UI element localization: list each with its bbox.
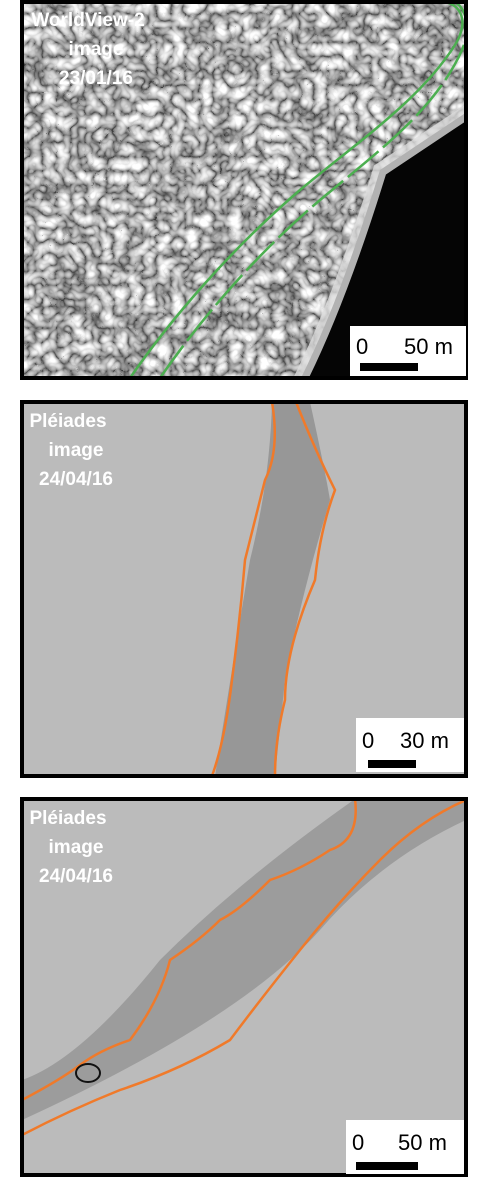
panel-label: 24/04/16 (39, 469, 113, 490)
scale-zero: 0 (356, 334, 368, 359)
scale-bar (360, 363, 418, 371)
scale-bar (356, 1162, 418, 1170)
figure: WorldView-2 image 23/01/16 0 50 m Pléiad… (0, 0, 480, 1177)
scale-zero: 0 (352, 1130, 364, 1155)
scale-length: 50 m (404, 334, 453, 359)
panel-label: WorldView-2 (31, 10, 144, 31)
panel-label: image (49, 837, 104, 858)
scale-length: 30 m (400, 728, 449, 753)
panel-label: Pléiades (29, 411, 106, 432)
panel-label: image (49, 440, 104, 461)
page: WorldView-2 image 23/01/16 0 50 m Pléiad… (0, 0, 480, 1177)
scale-zero: 0 (362, 728, 374, 753)
panel-label: Pléiades (29, 808, 106, 829)
panel-label: 24/04/16 (39, 866, 113, 887)
scale-bar (368, 760, 416, 768)
panel-label: 23/01/16 (59, 68, 133, 89)
panel-label: image (69, 39, 124, 60)
scale-length: 50 m (398, 1130, 447, 1155)
